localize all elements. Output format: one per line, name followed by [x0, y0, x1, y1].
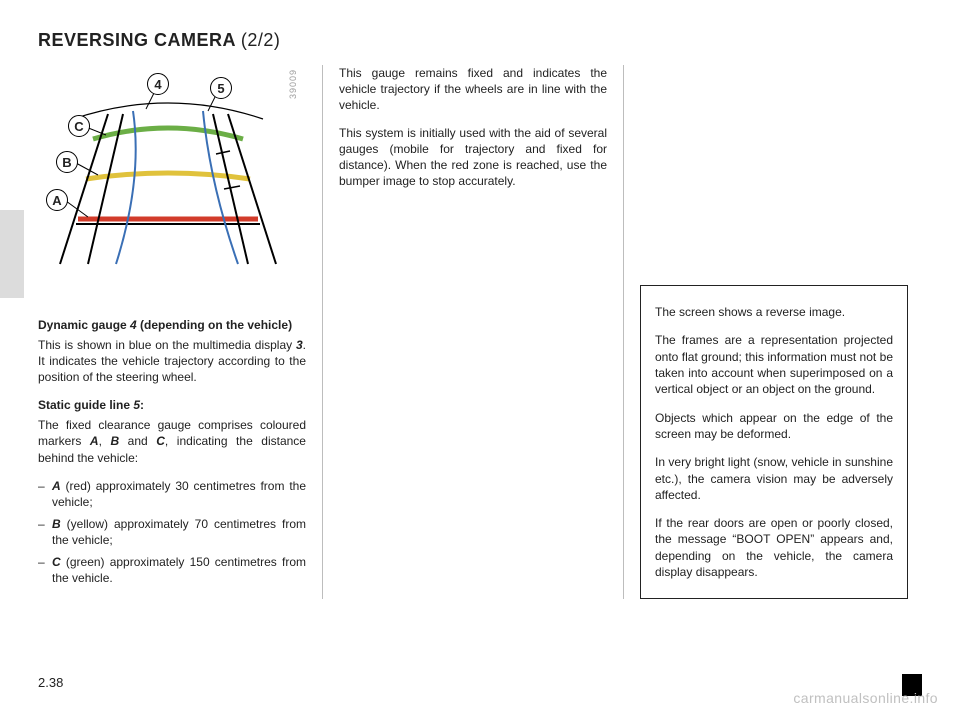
callout-c: C	[68, 115, 90, 137]
col2-p2: This system is initially used with the a…	[339, 125, 607, 189]
list-item-c: C (green) approximately 150 centimetres …	[52, 554, 306, 586]
list-item-b: B (yellow) approximately 70 centimetres …	[52, 516, 306, 548]
side-tab	[0, 210, 24, 298]
callout-4: 4	[147, 73, 169, 95]
stat-head-bold: Static guide line	[38, 398, 133, 412]
reversing-camera-figure: 39009	[38, 69, 298, 289]
column-2: This gauge remains fixed and indicates t…	[339, 65, 607, 599]
page-number: 2.38	[38, 675, 63, 690]
callout-5: 5	[210, 77, 232, 99]
dynamic-gauge-heading: Dynamic gauge 4 (depending on the vehicl…	[38, 317, 306, 333]
callout-a: A	[46, 189, 68, 211]
figure-code: 39009	[288, 69, 298, 99]
static-guide-heading: Static guide line 5:	[38, 397, 306, 413]
dyn-head-num: 4	[130, 318, 137, 332]
box-p4: In very bright light (snow, vehicle in s…	[655, 454, 893, 503]
box-p3: Objects which appear on the edge of the …	[655, 410, 893, 443]
stat-head-rest: :	[140, 398, 144, 412]
title-part: (2/2)	[241, 30, 281, 50]
column-3: The screen shows a reverse image. The fr…	[640, 65, 908, 599]
dynamic-gauge-body: This is shown in blue on the multimedia …	[38, 337, 306, 385]
page: REVERSING CAMERA (2/2) 39009	[0, 0, 960, 710]
dash-icon: –	[38, 478, 52, 510]
box-p1: The screen shows a reverse image.	[655, 304, 893, 320]
dash-icon: –	[38, 554, 52, 586]
title-main: REVERSING CAMERA	[38, 30, 235, 50]
list-item: – B (yellow) approximately 70 centimetre…	[38, 516, 306, 548]
dyn-head-bold: Dynamic gauge	[38, 318, 130, 332]
column-separator	[623, 65, 624, 599]
box-p2: The frames are a representation projecte…	[655, 332, 893, 397]
col2-p1: This gauge remains fixed and indicates t…	[339, 65, 607, 113]
columns: 39009	[38, 65, 922, 599]
list-item-a: A (red) approximately 30 centimetres fro…	[52, 478, 306, 510]
watermark: carmanualsonline.info	[793, 690, 938, 706]
box-p5: If the rear doors are open or poorly clo…	[655, 515, 893, 580]
dyn-head-rest: (depending on the vehicle)	[137, 318, 292, 332]
info-box: The screen shows a reverse image. The fr…	[640, 285, 908, 599]
column-1: 39009	[38, 65, 306, 599]
distance-list: – A (red) approximately 30 centimetres f…	[38, 478, 306, 586]
column-separator	[322, 65, 323, 599]
list-item: – A (red) approximately 30 centimetres f…	[38, 478, 306, 510]
page-title: REVERSING CAMERA (2/2)	[38, 30, 922, 51]
dash-icon: –	[38, 516, 52, 548]
callout-b: B	[56, 151, 78, 173]
list-item: – C (green) approximately 150 centimetre…	[38, 554, 306, 586]
camera-diagram-svg	[38, 69, 298, 289]
static-guide-body: The fixed clearance gauge comprises colo…	[38, 417, 306, 465]
